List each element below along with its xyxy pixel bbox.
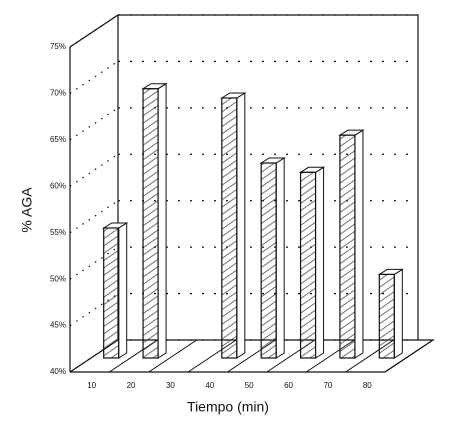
bar-front [260,162,277,359]
y-axis-title: % AGA [19,187,35,233]
x-tick-label: 30 [166,381,175,390]
y-tick-label: 65% [50,135,66,144]
y-tick-label: 75% [50,42,66,51]
x-tick-label: 80 [363,381,372,390]
bar-side [236,92,246,359]
bar-side [118,222,128,359]
bar [220,92,247,359]
x-tick-label: 60 [284,381,293,390]
bar [101,222,129,359]
bar [377,268,405,359]
x-tick-label: 10 [87,381,96,390]
y-tick-label: 55% [50,228,66,237]
bar [338,129,365,359]
bar-side [275,157,285,359]
x-axis-title: Tiempo (min) [187,399,269,415]
bar-side [157,82,167,359]
x-tick-label: 40 [205,381,214,390]
bar-front [142,88,159,359]
y-tick-label: 60% [50,181,66,190]
tick-diagonal [69,60,119,94]
tick-diagonal [69,153,119,187]
y-tick-label: 40% [50,367,66,376]
y-tick-label: 50% [50,274,66,283]
y-tick-label: 45% [50,321,66,330]
bar [141,82,168,359]
floor-divider [384,339,434,373]
y-tick-label: 70% [50,89,66,98]
bar-side [393,268,403,359]
x-tick-label: 50 [245,381,254,390]
back-wall-edge [69,14,419,340]
x-tick-label: 70 [323,381,332,390]
tick-diagonal [69,107,119,141]
bar-front [103,227,120,359]
x-tick-label: 20 [127,381,136,390]
bar-front [339,134,356,359]
bar-side [315,166,325,359]
bar-front [221,97,238,359]
bar-front [378,273,395,359]
bar [259,157,286,359]
bar-front [299,171,317,359]
bar-side [354,129,364,359]
floor-divider [148,339,198,373]
bar [298,166,326,359]
